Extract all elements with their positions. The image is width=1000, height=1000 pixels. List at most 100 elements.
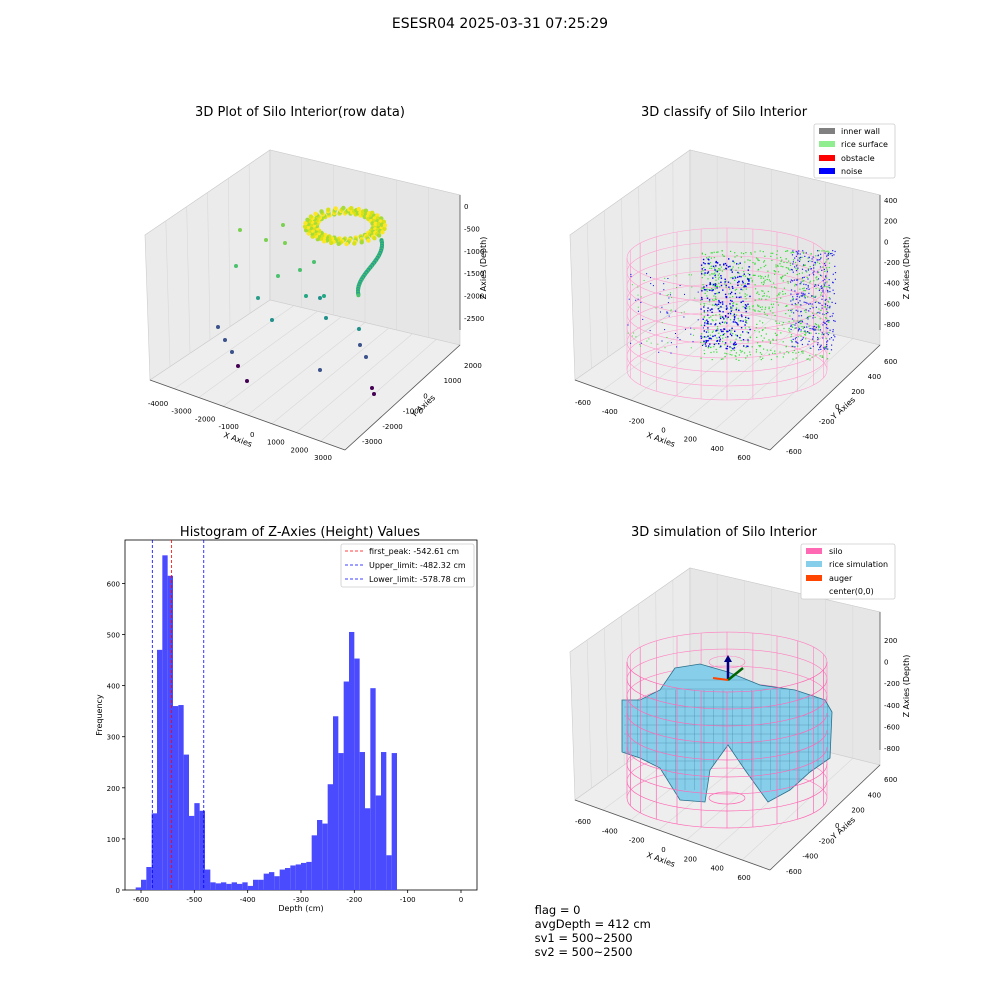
noise-point	[831, 344, 833, 346]
rice-surface-point	[744, 275, 747, 277]
rice-surface-point	[715, 314, 717, 316]
noise-point	[811, 295, 813, 297]
rice-surface-point	[790, 336, 792, 338]
scatter-point	[666, 337, 668, 338]
histogram-bar	[391, 753, 397, 890]
raw-point	[341, 205, 346, 211]
rice-surface-point	[812, 312, 814, 314]
noise-point	[812, 264, 815, 266]
noise-point	[721, 301, 724, 303]
rice-surface-point	[710, 351, 712, 354]
rice-surface-point	[826, 311, 828, 313]
noise-point	[747, 332, 750, 334]
rice-surface-point	[782, 356, 784, 358]
rice-surface-point	[744, 319, 747, 321]
rice-surface-point	[776, 322, 778, 324]
classify-title: 3D classify of Silo Interior	[641, 105, 808, 120]
legend-swatch-noise	[819, 168, 835, 174]
noise-point	[734, 292, 737, 295]
noise-point	[824, 348, 826, 350]
scatter-point	[667, 294, 669, 296]
tick-label: -200	[629, 837, 645, 845]
noise-point	[805, 284, 807, 286]
noise-point	[792, 271, 794, 273]
histogram-bar	[205, 869, 211, 890]
noise-point	[726, 345, 729, 347]
rice-surface-point	[814, 316, 816, 318]
rice-surface-point	[726, 318, 728, 320]
histogram-bar	[311, 835, 317, 890]
scatter-point	[667, 302, 669, 304]
rice-surface-point	[792, 351, 794, 354]
tick-label: 200	[884, 637, 897, 645]
scatter-point	[697, 319, 699, 321]
noise-point	[738, 280, 740, 283]
rice-surface-point	[702, 284, 704, 286]
noise-point	[723, 318, 725, 320]
rice-surface-point	[730, 306, 732, 308]
rice-surface-point	[762, 340, 764, 342]
rice-surface-point	[716, 337, 718, 339]
rice-surface-point	[712, 320, 714, 322]
rice-surface-point	[763, 292, 765, 294]
rice-surface-point	[820, 256, 822, 259]
scatter-point	[655, 307, 657, 309]
rice-surface-point	[754, 310, 756, 312]
noise-point	[798, 296, 801, 298]
rice-surface-point	[805, 317, 808, 319]
tick-label: 2000	[464, 362, 482, 370]
scatter-point	[640, 301, 642, 303]
footer-sv2: sv2 = 500~2500	[534, 945, 633, 959]
noise-point	[726, 347, 728, 350]
noise-point	[819, 259, 821, 261]
noise-point	[712, 289, 714, 291]
noise-point	[744, 306, 746, 309]
rice-surface-point	[702, 287, 704, 289]
rice-surface-point	[817, 329, 819, 331]
noise-point	[707, 335, 709, 338]
histogram-bar	[183, 754, 189, 890]
rice-surface-point	[752, 309, 754, 311]
noise-point	[827, 291, 829, 293]
rice-surface-point	[738, 272, 740, 274]
rice-surface-point	[761, 282, 763, 284]
noise-point	[701, 298, 703, 301]
noise-point	[832, 281, 834, 283]
noise-point	[724, 278, 726, 280]
rice-surface-point	[761, 298, 763, 300]
rice-surface-point	[712, 285, 714, 287]
rice-surface-point	[733, 349, 735, 351]
noise-point	[807, 318, 809, 320]
noise-point	[711, 308, 713, 310]
noise-point	[833, 334, 835, 336]
noise-point	[790, 300, 792, 302]
rice-surface-point	[798, 321, 800, 323]
rice-surface-point	[811, 305, 813, 307]
rice-surface-point	[723, 268, 725, 270]
rice-surface-point	[701, 277, 703, 279]
noise-point	[819, 346, 821, 348]
silo-floor-hub	[708, 791, 746, 805]
legend-swatch-obstacle	[819, 155, 835, 161]
noise-point	[812, 272, 814, 274]
tick-label: 600	[884, 358, 897, 366]
raw-point	[333, 206, 338, 211]
noise-point	[812, 328, 815, 330]
tick-label: 200	[684, 436, 697, 444]
grid-line	[186, 206, 191, 354]
grid-line	[586, 639, 592, 789]
noise-point	[718, 336, 721, 338]
tick-label: -400	[602, 827, 618, 835]
noise-point	[795, 298, 797, 300]
rice-surface-point	[772, 303, 775, 305]
noise-point	[703, 310, 705, 312]
rice-surface-point	[806, 276, 808, 278]
rice-surface-point	[706, 295, 708, 297]
noise-point	[722, 303, 724, 305]
rice-surface-point	[759, 306, 761, 308]
rice-surface-point	[812, 295, 814, 297]
rice-surface-point	[763, 282, 765, 284]
rice-surface-point	[755, 257, 758, 259]
scatter-point	[650, 342, 652, 344]
rice-surface-point	[759, 310, 761, 313]
